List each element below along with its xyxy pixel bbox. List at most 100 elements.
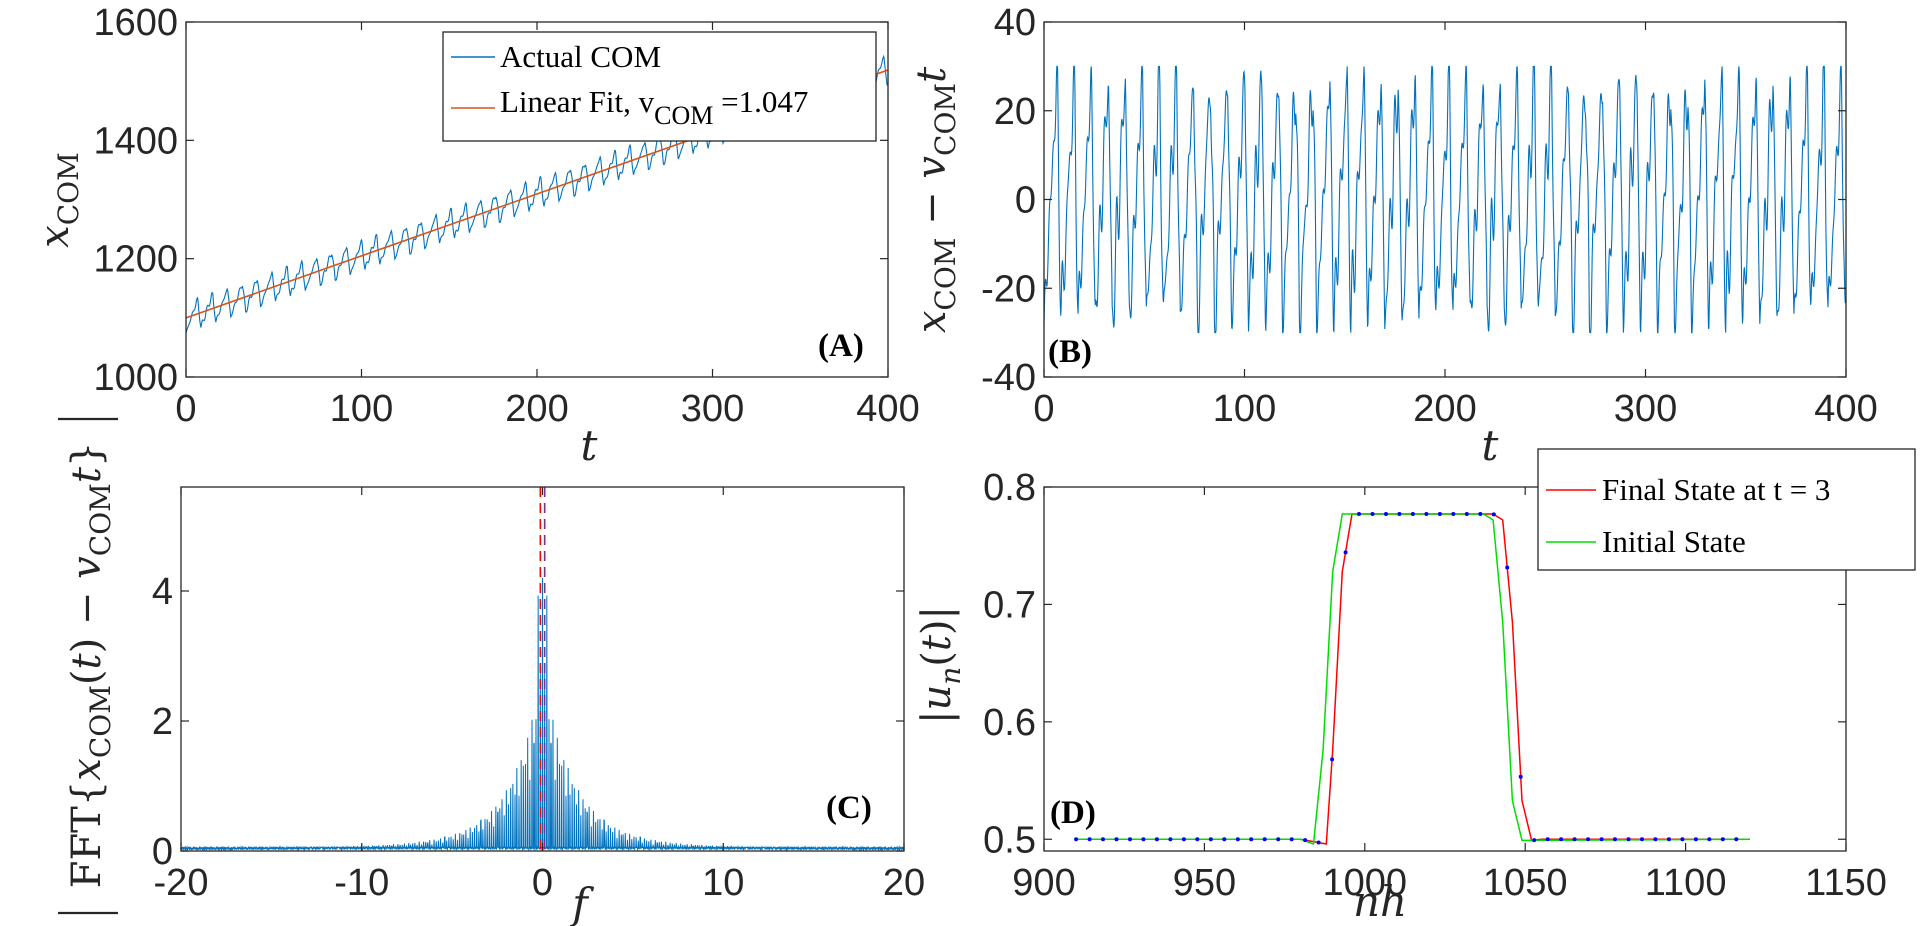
x-tick-label: 0 xyxy=(175,388,196,430)
x-tick-label: 200 xyxy=(505,388,568,430)
data-point-marker xyxy=(1249,837,1254,842)
data-point-marker xyxy=(1087,837,1092,842)
data-point-marker xyxy=(1074,837,1079,842)
data-point-marker xyxy=(1154,837,1159,842)
data-point-marker xyxy=(1128,837,1132,842)
y-tick-label: 1200 xyxy=(93,239,178,281)
svg-text:|un(t)|: |un(t)| xyxy=(914,606,967,724)
x-tick-label: 20 xyxy=(883,862,925,904)
data-point-marker xyxy=(1518,774,1523,779)
data-point-marker xyxy=(1424,512,1429,516)
panel-c-ticks: -20 -10 0 10 20 0 2 4 xyxy=(152,487,925,904)
data-point-marker xyxy=(1653,837,1658,842)
y-tick-label: 2 xyxy=(152,701,173,743)
data-point-marker xyxy=(1451,512,1456,516)
panel-d-ticks: 900 950 1000 1050 1100 1150 0.5 0.6 0.7 0.8 xyxy=(983,467,1887,904)
data-point-marker xyxy=(1343,550,1348,555)
data-point-marker xyxy=(1599,837,1604,842)
y-tick-label: 0.5 xyxy=(983,819,1036,861)
legend-label-actual-com: Actual COM xyxy=(500,39,661,74)
data-point-marker xyxy=(1303,838,1308,843)
data-point-marker xyxy=(1613,837,1617,842)
panel-b-label: (B) xyxy=(1048,334,1092,370)
panel-b-ylabel: xCOM − vCOMt xyxy=(909,66,962,333)
data-point-marker xyxy=(1693,837,1698,842)
x-tick-label: -10 xyxy=(334,862,389,904)
data-point-marker xyxy=(1370,512,1375,516)
x-tick-label: 1100 xyxy=(1645,862,1727,904)
legend-label-linear-fit: Linear Fit, vCOM =1.047 xyxy=(500,84,808,130)
x-tick-label: 900 xyxy=(1012,862,1075,904)
data-point-marker xyxy=(1640,837,1644,842)
x-tick-label: -20 xyxy=(154,862,209,904)
data-point-marker xyxy=(1101,837,1105,842)
y-tick-label: 4 xyxy=(152,571,173,613)
data-point-marker xyxy=(1114,837,1119,842)
data-point-marker xyxy=(1734,837,1739,842)
data-point-marker xyxy=(1316,840,1321,845)
data-point-marker xyxy=(1532,838,1537,843)
data-point-marker xyxy=(1181,837,1186,842)
data-point-marker xyxy=(1330,757,1335,762)
x-tick-label: 400 xyxy=(1814,388,1877,430)
panel-d-ylabel: |un(t)| xyxy=(914,606,967,724)
data-point-marker xyxy=(1545,837,1550,842)
panel-a-ticks: 0 100 200 300 400 1000 1200 1400 1600 xyxy=(93,2,919,430)
panel-d-legend: Final State at t = 3 Initial State xyxy=(1537,448,1916,571)
panel-d-xlabel: nh xyxy=(1353,877,1407,926)
x-tick-label: 0 xyxy=(532,862,553,904)
data-point-marker xyxy=(1141,837,1146,842)
data-point-marker xyxy=(1222,837,1227,842)
data-point-marker xyxy=(1357,512,1361,516)
panel-d-legend-box xyxy=(1537,448,1916,571)
y-tick-label: 40 xyxy=(994,2,1036,44)
y-tick-label: 1600 xyxy=(93,2,178,44)
y-tick-label: 20 xyxy=(994,91,1036,133)
y-tick-label: 1000 xyxy=(93,357,178,399)
x-tick-label: 100 xyxy=(1213,388,1276,430)
panel-c-ylabel: FFT{xCOM(t) − vCOMt} xyxy=(58,417,118,915)
data-point-marker xyxy=(1505,565,1510,570)
data-point-marker xyxy=(1208,837,1213,842)
panel-d: 900 950 1000 1050 1100 1150 0.5 0.6 0.7 0.8 nh |u… xyxy=(914,448,1916,926)
data-point-marker xyxy=(1680,837,1685,842)
series-residual xyxy=(1043,65,1847,334)
x-tick-label: 950 xyxy=(1173,862,1236,904)
panel-a: 0 100 200 300 400 1000 1200 1400 1600 t xCOM Act… xyxy=(32,2,920,470)
data-point-marker xyxy=(1289,837,1294,842)
x-tick-label: 1150 xyxy=(1805,862,1887,904)
svg-text:xCOM: xCOM xyxy=(32,152,85,248)
y-tick-label: 0.6 xyxy=(983,702,1036,744)
data-point-marker xyxy=(1437,512,1442,516)
series-spectrum xyxy=(180,577,905,853)
data-point-marker xyxy=(1626,837,1631,842)
data-point-marker xyxy=(1464,512,1469,516)
y-tick-label: -20 xyxy=(981,268,1036,310)
data-point-marker xyxy=(1276,837,1281,842)
data-point-marker xyxy=(1478,512,1483,516)
data-point-marker xyxy=(1586,837,1591,842)
x-tick-label: 300 xyxy=(1614,388,1677,430)
panel-c-label: (C) xyxy=(826,790,872,826)
panel-c-series xyxy=(180,487,905,853)
data-point-marker xyxy=(1491,512,1496,517)
x-tick-label: 1000 xyxy=(1323,862,1408,904)
data-point-marker xyxy=(1559,837,1564,842)
legend-label-final-state: Final State at t = 3 xyxy=(1602,472,1830,507)
x-tick-label: 200 xyxy=(1413,388,1476,430)
panel-b-ticks: 0 100 200 300 400 -40 -20 0 20 40 xyxy=(981,2,1878,430)
data-point-marker xyxy=(1666,837,1671,842)
y-tick-label: 0 xyxy=(1015,180,1036,222)
x-tick-label: 400 xyxy=(856,388,919,430)
panel-d-series xyxy=(1074,512,1750,846)
data-point-marker xyxy=(1397,512,1402,516)
x-tick-label: 100 xyxy=(330,388,393,430)
y-tick-label: 0 xyxy=(152,831,173,873)
panel-a-ylabel: xCOM xyxy=(32,152,85,248)
data-point-marker xyxy=(1707,837,1712,842)
y-tick-label: 1400 xyxy=(93,120,178,162)
panel-d-label: (D) xyxy=(1050,795,1096,831)
data-point-marker xyxy=(1235,837,1240,842)
panel-a-xlabel: t xyxy=(581,421,598,470)
